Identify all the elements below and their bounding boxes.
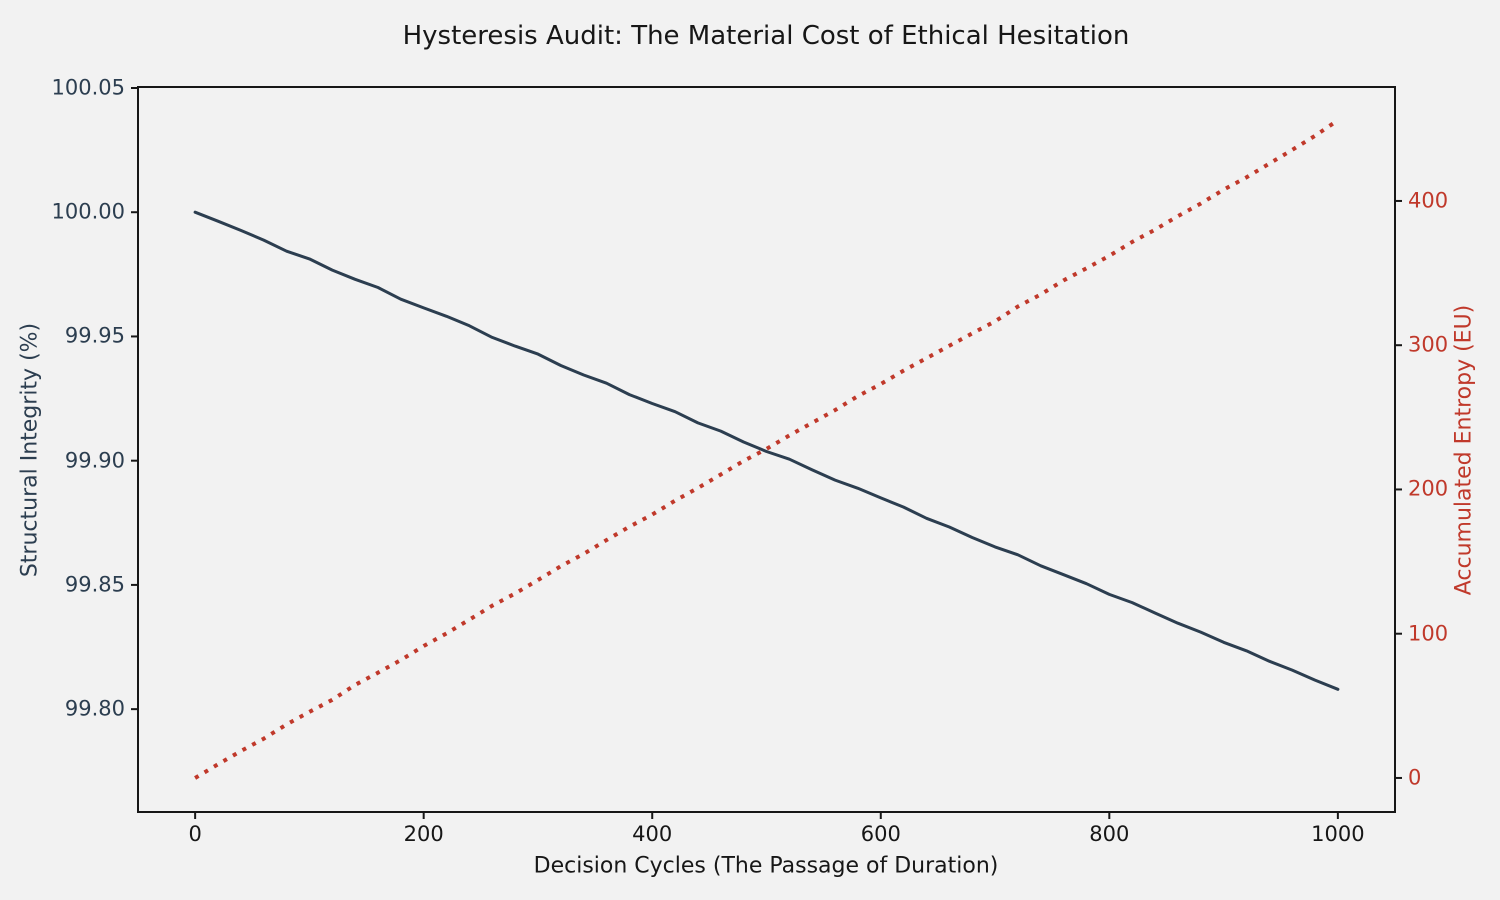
integrity-line xyxy=(193,210,1340,691)
entropy-line xyxy=(194,118,1340,780)
left-y-tick-label: 100.05 xyxy=(51,75,125,100)
left-y-tick-label: 99.90 xyxy=(64,448,125,473)
x-axis-label: Decision Cycles (The Passage of Duration… xyxy=(533,853,999,879)
right-y-tick-label: 200 xyxy=(1408,476,1449,501)
left-y-tick-label: 99.80 xyxy=(64,696,125,721)
x-tick-label: 400 xyxy=(632,822,673,846)
left-y-tick-label: 99.85 xyxy=(64,572,125,597)
x-tick-label: 200 xyxy=(403,822,444,846)
x-tick-label: 0 xyxy=(188,822,202,846)
x-tick-label: 800 xyxy=(1089,822,1130,846)
axes-spines xyxy=(137,86,1396,813)
left-y-axis-label: Structural Integrity (%) xyxy=(17,322,43,578)
left-y-tick-label: 99.95 xyxy=(64,323,125,348)
right-y-axis-label: Accumulated Entropy (EU) xyxy=(1451,304,1477,596)
right-y-tick-label: 300 xyxy=(1408,332,1449,357)
right-y-tick-label: 400 xyxy=(1408,188,1449,213)
chart-title: Hysteresis Audit: The Material Cost of E… xyxy=(402,21,1130,51)
right-y-tick-label: 0 xyxy=(1408,765,1422,790)
right-y-tick-label: 100 xyxy=(1408,621,1449,646)
x-tick-label: 600 xyxy=(860,822,901,846)
x-tick-label: 1000 xyxy=(1311,822,1365,846)
left-y-tick-label: 100.00 xyxy=(51,199,125,224)
